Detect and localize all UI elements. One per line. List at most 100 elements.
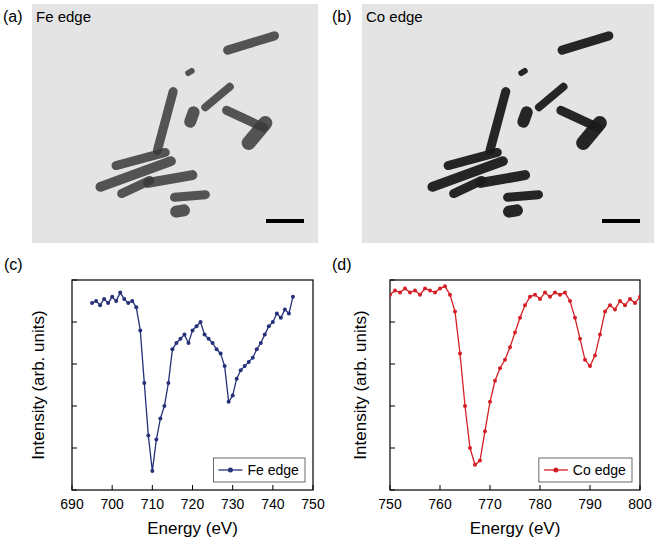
legend-label: Co edge bbox=[573, 462, 626, 478]
x-tick-label: 750 bbox=[301, 496, 325, 512]
y-tick bbox=[390, 280, 395, 281]
x-tick-label: 800 bbox=[628, 496, 652, 512]
y-tick bbox=[72, 490, 77, 491]
x-tick bbox=[192, 485, 193, 490]
series-line bbox=[390, 286, 640, 465]
image-panel: (a)Fe edge bbox=[3, 4, 318, 243]
data-point bbox=[203, 333, 207, 337]
x-tick bbox=[72, 485, 73, 490]
marks bbox=[390, 284, 640, 467]
data-point bbox=[533, 293, 537, 297]
data-point bbox=[593, 354, 597, 358]
data-point bbox=[142, 381, 146, 385]
data-point bbox=[94, 299, 98, 303]
data-point bbox=[598, 333, 602, 337]
data-point bbox=[154, 438, 158, 442]
x-tick bbox=[272, 485, 273, 490]
data-point bbox=[283, 307, 287, 311]
data-point bbox=[568, 299, 572, 303]
x-tick-label: 780 bbox=[528, 496, 552, 512]
data-point bbox=[255, 347, 259, 351]
data-point bbox=[251, 356, 255, 360]
data-point bbox=[235, 377, 239, 381]
data-point bbox=[608, 303, 612, 307]
data-point bbox=[553, 291, 557, 295]
data-point bbox=[393, 289, 397, 293]
data-point bbox=[162, 404, 166, 408]
data-point bbox=[623, 303, 627, 307]
data-point bbox=[458, 352, 462, 356]
data-point bbox=[468, 446, 472, 450]
data-point bbox=[166, 381, 170, 385]
nanorod bbox=[556, 30, 614, 56]
x-tick bbox=[152, 485, 153, 490]
data-point bbox=[493, 379, 497, 383]
nanorod bbox=[516, 105, 535, 130]
data-point bbox=[126, 301, 130, 305]
nanorod bbox=[484, 86, 511, 156]
data-point bbox=[433, 291, 437, 295]
nanorod bbox=[116, 174, 156, 199]
data-point bbox=[563, 291, 567, 295]
nanorod bbox=[110, 147, 170, 171]
data-point bbox=[423, 286, 427, 290]
data-point bbox=[473, 463, 477, 467]
y-tick bbox=[390, 490, 395, 491]
figure: (a)Fe edge(b)Co edge(c)69070071072073074… bbox=[0, 0, 661, 544]
y-tick bbox=[72, 406, 77, 407]
legend-box bbox=[213, 458, 305, 482]
data-point bbox=[390, 293, 392, 297]
data-point bbox=[247, 360, 251, 364]
x-tick-label: 740 bbox=[261, 496, 285, 512]
data-point bbox=[438, 286, 442, 290]
data-point bbox=[223, 364, 227, 368]
data-point bbox=[174, 341, 178, 345]
panel-letter: (d) bbox=[332, 256, 352, 273]
data-point bbox=[195, 324, 199, 328]
x-tick bbox=[390, 485, 391, 490]
data-point bbox=[523, 303, 527, 307]
chart: (d)750760770780790800Energy (eV)Intensit… bbox=[332, 256, 652, 538]
y-tick bbox=[72, 448, 77, 449]
data-point bbox=[588, 364, 592, 368]
y-tick bbox=[390, 364, 395, 365]
data-point bbox=[219, 352, 223, 356]
data-point bbox=[478, 459, 482, 463]
data-point bbox=[603, 310, 607, 314]
data-point bbox=[578, 337, 582, 341]
nanorod bbox=[502, 203, 524, 218]
nanorod bbox=[448, 174, 488, 199]
data-point bbox=[453, 310, 457, 314]
panel-letter: (c) bbox=[4, 256, 23, 273]
data-point bbox=[583, 358, 587, 362]
image-title: Co edge bbox=[366, 8, 423, 25]
panel-letter: (a) bbox=[3, 8, 23, 25]
data-point bbox=[110, 295, 114, 299]
data-point bbox=[483, 429, 487, 433]
data-point bbox=[263, 333, 267, 337]
data-point bbox=[448, 293, 452, 297]
data-point bbox=[275, 312, 279, 316]
nanorod bbox=[517, 67, 529, 77]
image-background bbox=[32, 4, 318, 243]
data-point bbox=[408, 291, 412, 295]
y-tick bbox=[390, 406, 395, 407]
y-tick bbox=[72, 322, 77, 323]
data-point bbox=[613, 307, 617, 311]
data-point bbox=[463, 404, 467, 408]
data-point bbox=[518, 316, 522, 320]
nanorod bbox=[170, 190, 211, 202]
data-point bbox=[638, 295, 640, 299]
x-tick bbox=[540, 485, 541, 490]
data-point bbox=[215, 347, 219, 351]
data-point bbox=[543, 291, 547, 295]
x-tick-label: 790 bbox=[578, 496, 602, 512]
data-point bbox=[138, 328, 142, 332]
data-point bbox=[106, 301, 110, 305]
x-tick-label: 710 bbox=[141, 496, 165, 512]
data-point bbox=[211, 341, 215, 345]
data-point bbox=[130, 299, 134, 303]
data-point bbox=[528, 295, 532, 299]
data-point bbox=[403, 286, 407, 290]
data-point bbox=[259, 341, 263, 345]
